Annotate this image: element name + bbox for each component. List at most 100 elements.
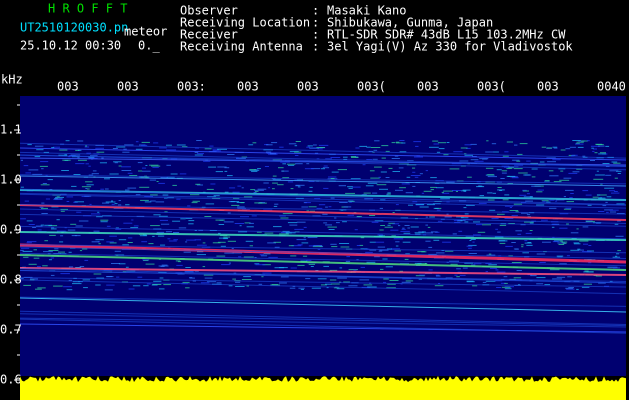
noise-dot xyxy=(153,142,159,144)
noise-dot xyxy=(513,168,523,170)
noise-dot xyxy=(499,242,506,244)
noise-dot xyxy=(389,280,399,281)
noise-dot xyxy=(598,153,607,155)
signal-streak xyxy=(19,297,627,313)
noise-dot xyxy=(229,187,236,189)
noise-dot xyxy=(617,250,621,252)
noise-dot xyxy=(217,241,226,243)
noise-dot xyxy=(289,224,298,226)
noise-dot xyxy=(95,284,101,286)
noise-dot xyxy=(27,144,32,146)
noise-dot xyxy=(553,181,562,183)
noise-dot xyxy=(410,175,421,176)
noise-dot xyxy=(525,200,533,202)
noise-dot xyxy=(160,177,168,179)
noise-dot xyxy=(20,278,24,280)
noise-dot xyxy=(529,196,533,198)
noise-dot xyxy=(141,241,147,243)
noise-dot xyxy=(405,192,413,194)
noise-dot xyxy=(182,146,188,148)
noise-dot xyxy=(137,276,143,278)
noise-dot xyxy=(399,187,406,189)
noise-dot xyxy=(328,206,332,208)
noise-dot xyxy=(20,159,23,161)
noise-dot xyxy=(249,222,254,224)
noise-dot xyxy=(43,251,53,253)
noise-dot xyxy=(414,176,419,178)
noise-dot xyxy=(454,274,458,276)
noise-dot xyxy=(614,177,618,179)
noise-dot xyxy=(250,189,256,191)
noise-dot xyxy=(314,198,321,200)
noise-dot xyxy=(509,207,512,208)
noise-dot xyxy=(491,218,499,220)
signal-streak xyxy=(19,254,627,271)
noise-dot xyxy=(359,145,367,147)
noise-dot xyxy=(238,231,248,233)
noise-dot xyxy=(468,247,472,249)
noise-dot xyxy=(161,223,170,225)
noise-dot xyxy=(556,255,564,257)
noise-dot xyxy=(565,189,574,191)
noise-dot xyxy=(337,169,347,171)
noise-dot xyxy=(415,204,425,205)
noise-dot xyxy=(243,276,251,278)
noise-dot xyxy=(194,239,202,241)
noise-dot xyxy=(288,143,297,145)
noise-dot xyxy=(491,143,497,145)
noise-dot xyxy=(566,288,575,290)
noise-dot xyxy=(401,183,410,185)
noise-dot xyxy=(511,242,516,243)
noise-dot xyxy=(297,264,305,266)
noise-dot xyxy=(55,196,64,198)
noise-dot xyxy=(417,251,425,253)
noise-dot xyxy=(40,224,45,226)
faint-streak xyxy=(19,188,627,206)
noise-dot xyxy=(196,244,207,246)
noise-dot xyxy=(565,287,574,289)
noise-dot xyxy=(113,161,122,163)
time-label: 003 xyxy=(57,80,79,94)
noise-dot xyxy=(549,199,555,201)
noise-dot xyxy=(63,286,72,288)
noise-dot xyxy=(436,209,441,211)
noise-dot xyxy=(240,202,245,204)
noise-dot xyxy=(404,258,409,260)
noise-dot xyxy=(594,152,598,154)
header-fields: Observer: Masaki Kano Receiving Location: S… xyxy=(180,4,573,54)
noise-dot xyxy=(387,283,396,285)
noise-dot xyxy=(66,196,74,198)
noise-dot xyxy=(48,259,52,261)
noise-dot xyxy=(111,263,120,264)
noise-dot xyxy=(449,168,460,170)
noise-dot xyxy=(322,167,330,169)
noise-dot xyxy=(262,264,271,266)
noise-dot xyxy=(598,211,605,212)
noise-dot xyxy=(583,271,594,273)
noise-dot xyxy=(364,198,374,200)
noise-dot xyxy=(331,171,339,173)
noise-dot xyxy=(382,258,388,260)
noise-dot xyxy=(560,149,566,151)
noise-dot xyxy=(441,191,444,193)
faint-streak xyxy=(19,204,627,215)
noise-dot xyxy=(503,276,508,278)
noise-dot xyxy=(294,145,298,147)
noise-dot xyxy=(104,188,109,190)
noise-dot xyxy=(500,178,505,179)
noise-dot xyxy=(430,231,438,233)
noise-dot xyxy=(521,246,524,248)
noise-dot xyxy=(20,218,26,220)
noise-dot xyxy=(142,167,146,169)
noise-dot xyxy=(387,224,391,226)
noise-dot xyxy=(464,213,469,215)
noise-dot xyxy=(74,201,84,203)
noise-dot xyxy=(567,276,572,278)
noise-dot xyxy=(306,163,310,165)
noise-dot xyxy=(189,277,193,279)
noise-dot xyxy=(446,181,455,183)
noise-dot xyxy=(327,226,337,228)
noise-dot xyxy=(78,159,87,161)
noise-dot xyxy=(474,160,484,162)
noise-dot xyxy=(386,248,392,250)
